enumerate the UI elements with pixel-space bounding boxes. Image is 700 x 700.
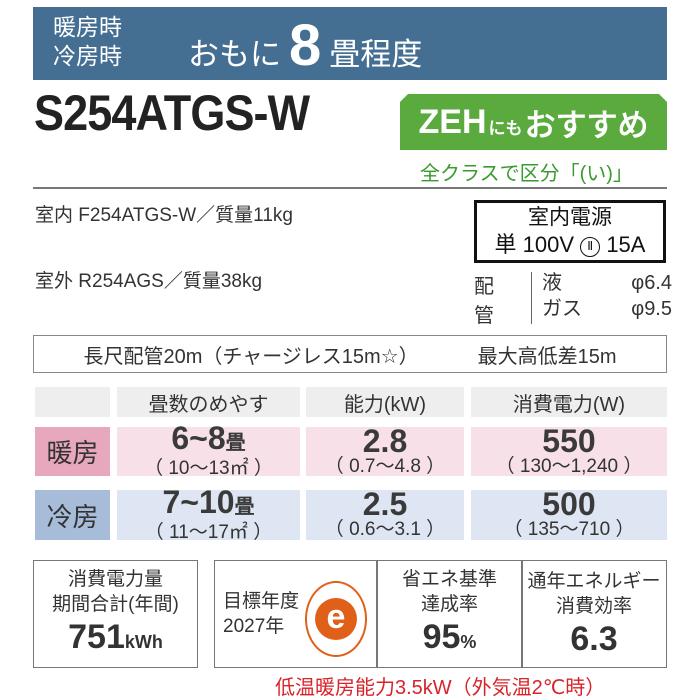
heating-power-range: （ 130～1,240 ） [495, 455, 643, 477]
header-capacity: 能力(kW) [306, 387, 464, 417]
piping-label: 配管 [474, 276, 494, 327]
heating-tatami: 6~8 [171, 420, 226, 456]
target-l2: 2027年 [223, 616, 285, 637]
achieve-l2: 達成率 [420, 593, 478, 615]
zeh-badge: ZEH にも おすすめ [400, 94, 667, 150]
heating-label: 暖房 [35, 427, 110, 476]
zeh-recommend: おすすめ [524, 107, 649, 143]
cooling-power-cell: 500 （ 135～710 ） [471, 486, 667, 540]
power-title: 室内電源 [528, 206, 612, 229]
piping-divider [531, 272, 532, 324]
divider [376, 561, 378, 667]
low-temp-heating-note: 低温暖房能力3.5kW（外気温2℃時） [275, 677, 606, 699]
heating-capacity: 2.8 [362, 422, 408, 459]
heating-area: （ 10～13㎡ ） [144, 458, 273, 479]
energy-saving-logo-icon: e [305, 581, 367, 657]
cooling-label: 冷房 [35, 490, 110, 540]
zeh-nimo: にも [488, 118, 523, 138]
cooling-mode-label: 冷房時 [53, 43, 122, 69]
gas-label: ガス [542, 298, 582, 320]
annual-l2: 期間合計(年間) [52, 593, 179, 615]
banner-prefix: おもに [188, 37, 281, 72]
target-l1: 目標年度 [223, 591, 300, 612]
apf-l2: 消費効率 [555, 596, 632, 617]
power-amp: 15A [606, 232, 646, 257]
cooling-capacity-range: （ 0.6～3.1 ） [324, 519, 446, 540]
heating-power-cell: 550 （ 130～1,240 ） [471, 422, 667, 477]
cooling-tatami: 7~10 [162, 483, 235, 520]
cooling-area: （ 11～17㎡ ） [144, 521, 273, 543]
divider [33, 187, 667, 189]
achieve-l1: 省エネ基準 [401, 568, 497, 590]
max-height-diff: 最大高低差15m [477, 345, 617, 368]
heating-mode-label: 暖房時 [53, 14, 122, 40]
model-number: S254ATGS-W [34, 85, 310, 141]
heating-power: 550 [542, 422, 596, 459]
banner-suffix: 畳程度 [329, 37, 423, 72]
annual-value: 751 [68, 617, 125, 656]
cooling-power: 500 [542, 486, 596, 522]
tatami-unit: 畳 [234, 495, 255, 518]
heating-tatami-cell: 6~8畳 （ 10～13㎡ ） [117, 422, 300, 479]
plug-type-icon: Ⅱ [580, 237, 601, 257]
power-single: 単 [494, 232, 517, 257]
zeh-text: ZEH [418, 102, 487, 141]
annual-consumption-box: 消費電力量期間合計(年間) 751kWh [33, 560, 198, 668]
divider [521, 561, 523, 667]
long-pipe-box: 長尺配管20m（チャージレス15m☆） 最大高低差15m [33, 335, 667, 373]
heating-capacity-range: （ 0.7～4.8 ） [324, 455, 446, 477]
pipe-length: 長尺配管20m（チャージレス15m☆） [83, 345, 419, 368]
cooling-tatami-cell: 7~10畳 （ 11～17㎡ ） [117, 486, 300, 543]
cooling-capacity-cell: 2.5 （ 0.6～3.1 ） [306, 486, 464, 540]
banner-tatami: 8 [289, 13, 322, 78]
annual-unit: kWh [124, 631, 163, 652]
liquid-label: 液 [542, 272, 562, 294]
cooling-capacity: 2.5 [362, 486, 408, 522]
power-box: 室内電源 単 100V Ⅱ 15A [474, 200, 666, 263]
apf-value: 6.3 [570, 620, 618, 658]
achieve-unit: % [460, 631, 477, 652]
header-power: 消費電力(W) [471, 387, 667, 417]
header-blank [35, 387, 110, 417]
power-voltage: 100V [522, 232, 575, 257]
header-tatami: 畳数のめやす [117, 387, 300, 417]
energy-logo-letter: e [315, 598, 357, 640]
achieve-value: 95 [422, 617, 461, 656]
cooling-power-range: （ 135～710 ） [503, 519, 635, 540]
tatami-unit: 畳 [225, 432, 246, 454]
liquid-value: φ6.4 [631, 272, 672, 294]
outdoor-unit: 室外 R254AGS／質量38kg [35, 271, 263, 292]
indoor-unit: 室内 F254ATGS-W／質量11kg [35, 205, 293, 226]
heating-capacity-cell: 2.8 （ 0.7～4.8 ） [306, 422, 464, 477]
apf-l1: 通年エネルギー [527, 571, 661, 592]
room-size-banner: 暖房時冷房時 おもに 8 畳程度 [33, 7, 667, 80]
annual-l1: 消費電力量 [67, 568, 163, 590]
gas-value: φ9.5 [631, 298, 672, 320]
energy-standard-box: 目標年度 2027年 e 省エネ基準達成率 95% 通年エネルギー 消費効率 6.3 [214, 560, 667, 668]
zeh-class: 全クラスで区分「(い)」 [420, 163, 633, 185]
